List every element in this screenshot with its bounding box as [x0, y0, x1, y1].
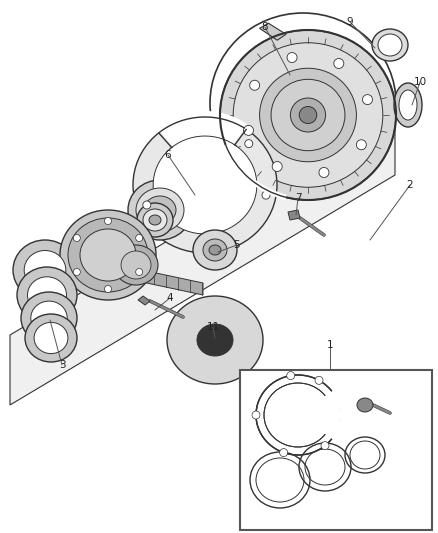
Ellipse shape: [250, 80, 260, 90]
Text: 7: 7: [295, 193, 301, 203]
Ellipse shape: [245, 140, 253, 148]
Ellipse shape: [105, 286, 112, 293]
Ellipse shape: [143, 209, 167, 231]
Ellipse shape: [271, 79, 345, 151]
Wedge shape: [157, 111, 247, 185]
Ellipse shape: [28, 277, 67, 313]
Ellipse shape: [170, 131, 178, 139]
Polygon shape: [138, 296, 150, 305]
Ellipse shape: [31, 301, 67, 335]
Ellipse shape: [137, 203, 173, 237]
Ellipse shape: [60, 210, 156, 300]
Text: 11: 11: [206, 322, 219, 332]
Ellipse shape: [279, 449, 288, 457]
Ellipse shape: [233, 43, 383, 187]
Ellipse shape: [290, 98, 325, 132]
Ellipse shape: [34, 322, 68, 353]
Ellipse shape: [197, 324, 233, 356]
Ellipse shape: [372, 29, 408, 61]
Bar: [240, 370, 432, 530]
Ellipse shape: [136, 269, 143, 276]
Ellipse shape: [149, 215, 161, 225]
Ellipse shape: [399, 90, 417, 120]
Ellipse shape: [209, 245, 221, 255]
Text: 4: 4: [167, 293, 173, 303]
Ellipse shape: [13, 240, 77, 300]
Ellipse shape: [315, 376, 323, 384]
Ellipse shape: [73, 269, 80, 276]
Ellipse shape: [394, 83, 422, 127]
Ellipse shape: [287, 372, 295, 379]
Ellipse shape: [378, 34, 402, 56]
Ellipse shape: [143, 201, 151, 209]
Text: 1: 1: [327, 340, 333, 350]
Ellipse shape: [357, 398, 373, 412]
Text: 6: 6: [165, 150, 171, 160]
Ellipse shape: [334, 59, 344, 68]
Polygon shape: [260, 23, 286, 40]
Ellipse shape: [262, 191, 270, 199]
Ellipse shape: [222, 236, 230, 244]
Polygon shape: [288, 210, 300, 220]
Ellipse shape: [287, 53, 297, 62]
Ellipse shape: [167, 296, 263, 384]
Ellipse shape: [73, 235, 80, 241]
Wedge shape: [298, 390, 341, 440]
Text: 9: 9: [347, 17, 353, 27]
Ellipse shape: [363, 94, 372, 104]
Text: 5: 5: [234, 240, 240, 250]
Ellipse shape: [153, 136, 257, 234]
Polygon shape: [128, 267, 203, 295]
Text: 10: 10: [413, 77, 427, 87]
Ellipse shape: [121, 251, 151, 279]
Ellipse shape: [21, 292, 77, 344]
Ellipse shape: [299, 107, 317, 124]
Ellipse shape: [114, 245, 158, 285]
Ellipse shape: [25, 314, 77, 362]
Polygon shape: [10, 105, 395, 405]
Ellipse shape: [321, 442, 329, 450]
Ellipse shape: [319, 167, 329, 177]
Ellipse shape: [17, 267, 77, 323]
Ellipse shape: [272, 161, 282, 172]
Ellipse shape: [105, 217, 112, 224]
Ellipse shape: [193, 230, 237, 270]
Ellipse shape: [220, 30, 396, 200]
Text: 8: 8: [261, 22, 268, 32]
Ellipse shape: [144, 196, 176, 224]
Ellipse shape: [260, 68, 357, 161]
Ellipse shape: [136, 188, 184, 232]
Ellipse shape: [357, 140, 366, 150]
Ellipse shape: [80, 229, 136, 281]
Text: 3: 3: [59, 360, 65, 370]
Ellipse shape: [203, 239, 227, 261]
Ellipse shape: [133, 117, 277, 253]
Ellipse shape: [252, 411, 260, 419]
Ellipse shape: [24, 251, 66, 289]
Ellipse shape: [128, 180, 192, 240]
Wedge shape: [324, 390, 341, 440]
Text: 2: 2: [407, 180, 413, 190]
Ellipse shape: [68, 218, 148, 292]
Ellipse shape: [244, 125, 254, 135]
Ellipse shape: [136, 235, 143, 241]
